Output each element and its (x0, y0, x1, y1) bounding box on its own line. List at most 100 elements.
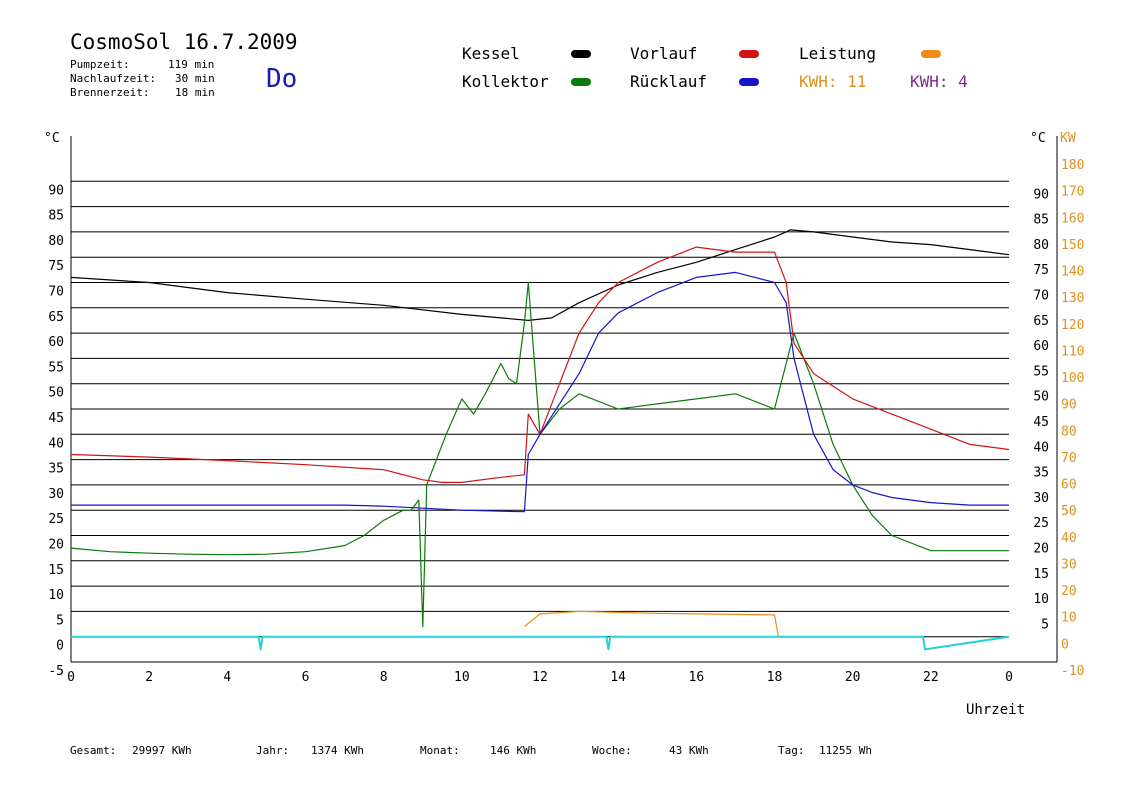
y-tick-label-left: 35 (48, 462, 64, 477)
legend-leistung: Leistung (799, 44, 877, 63)
x-tick-label: 20 (845, 670, 861, 685)
y-tick-label-right-kw: 130 (1061, 291, 1084, 306)
y-tick-label-right-kw: 140 (1061, 265, 1084, 280)
y-tick-label-right-kw: 80 (1061, 424, 1077, 439)
legend-kollektor-swatch (571, 78, 591, 86)
y-tick-label-right-kw: 170 (1061, 185, 1084, 200)
y-tick-label-left: 70 (48, 285, 64, 300)
y-tick-label-left: 45 (48, 411, 64, 426)
y-tick-label-right-celsius: 50 (1033, 390, 1049, 405)
y-tick-label-right-celsius: 30 (1033, 491, 1049, 506)
x-tick-label: 0 (67, 670, 75, 685)
y-tick-label-right-celsius: 90 (1033, 187, 1049, 202)
y-tick-label-right-kw: 90 (1061, 398, 1077, 413)
y-tick-label-left: 85 (48, 209, 64, 224)
footer-woche-label: Woche: (592, 744, 632, 757)
y-tick-label-left: 30 (48, 487, 64, 502)
x-tick-label: 2 (145, 670, 153, 685)
y-tick-label-right-celsius: 55 (1033, 364, 1049, 379)
series-line-rcklauf (71, 271, 1009, 513)
y-tick-label-right-celsius: 35 (1033, 466, 1049, 481)
y-tick-label-right-celsius: 25 (1033, 516, 1049, 531)
x-tick-label: 16 (689, 670, 705, 685)
y-tick-label-right-celsius: 85 (1033, 213, 1049, 228)
x-tick-label: 8 (380, 670, 388, 685)
y-tick-label-left: 75 (48, 259, 64, 274)
y-tick-label-left: 50 (48, 386, 64, 401)
nachlaufzeit-label: Nachlaufzeit: (70, 72, 157, 85)
x-tick-label: 14 (610, 670, 626, 685)
y-tick-label-right-kw: 10 (1061, 611, 1077, 626)
y-tick-label-right-celsius: 60 (1033, 339, 1049, 354)
y-tick-label-right-kw: 70 (1061, 451, 1077, 466)
y-tick-label-left: 40 (48, 436, 64, 451)
legend-kollektor: Kollektor (462, 72, 549, 91)
x-tick-label: 4 (223, 670, 231, 685)
brennerzeit-label: Brennerzeit: (70, 86, 150, 99)
legend-vorlauf: Vorlauf (630, 44, 698, 63)
y-tick-label-right-kw: 150 (1061, 238, 1084, 253)
y-tick-label-right-kw: 50 (1061, 504, 1077, 519)
legend-leistung-swatch (921, 50, 941, 58)
y-axis-label-right-celsius: °C (1030, 131, 1046, 146)
gridlines (71, 180, 1009, 663)
y-axis-label-right-kw: KW (1060, 131, 1076, 146)
series-line-kollektor (70, 281, 1009, 628)
series-line-pumpe (71, 635, 1010, 651)
y-tick-label-left: -5 (48, 664, 64, 679)
y-tick-label-left: 55 (48, 360, 64, 375)
x-tick-label: 22 (923, 670, 939, 685)
y-tick-label-left: 90 (48, 183, 64, 198)
y-tick-label-right-kw: 20 (1061, 584, 1077, 599)
y-tick-label-right-celsius: 45 (1033, 415, 1049, 430)
y-tick-label-right-kw: 160 (1061, 211, 1084, 226)
brennerzeit-value: 18 min (175, 86, 215, 99)
footer-tag-value: 11255 Wh (819, 744, 872, 757)
footer-gesamt-label: Gesamt: (70, 744, 117, 757)
footer-tag-label: Tag: (778, 744, 805, 757)
axes (70, 136, 1058, 663)
x-tick-label: 18 (767, 670, 783, 685)
legend-kessel-swatch (571, 50, 591, 58)
y-tick-label-left: 20 (48, 538, 64, 553)
legend-kwh-orange: KWH: 11 (799, 72, 867, 91)
nachlaufzeit-value: 30 min (175, 72, 215, 85)
legend-vorlauf-swatch (739, 50, 759, 58)
y-tick-label-right-kw: 120 (1061, 318, 1084, 333)
x-tick-label: 12 (532, 670, 548, 685)
legend-ruecklauf-swatch (739, 78, 759, 86)
series-line-leistung (524, 610, 779, 637)
y-tick-label-right-celsius: 80 (1033, 238, 1049, 253)
y-tick-label-left: 65 (48, 310, 64, 325)
y-tick-label-left: 80 (48, 234, 64, 249)
footer-jahr-label: Jahr: (256, 744, 290, 757)
legend-ruecklauf: Rücklauf (630, 72, 708, 91)
y-tick-label-right-kw: 110 (1061, 344, 1084, 359)
series-line-vorlauf (70, 246, 1010, 483)
y-tick-label-right-celsius: 40 (1033, 440, 1049, 455)
chart-title: CosmoSol 16.7.2009 (70, 30, 298, 54)
y-tick-label-left: 60 (48, 335, 64, 350)
x-axis-label: Uhrzeit (966, 702, 1025, 718)
y-tick-label-right-celsius: 5 (1041, 617, 1049, 632)
tick-labels: -505101520253035404550556065707580859051… (48, 158, 1084, 685)
y-tick-label-right-celsius: 70 (1033, 289, 1049, 304)
y-tick-label-right-kw: -10 (1061, 664, 1084, 679)
footer-monat-value: 146 KWh (490, 744, 537, 757)
legend-kwh-purple: KWH: 4 (910, 72, 968, 91)
weekday-label: Do (266, 64, 298, 94)
footer-jahr-value: 1374 KWh (311, 744, 364, 757)
x-tick-label: 10 (454, 670, 470, 685)
y-tick-label-right-celsius: 10 (1033, 592, 1049, 607)
series-layer (70, 229, 1010, 651)
pumpzeit-label: Pumpzeit: (70, 58, 130, 71)
y-tick-label-left: 5 (56, 613, 64, 628)
x-tick-label: 6 (302, 670, 310, 685)
footer-monat-label: Monat: (420, 744, 460, 757)
y-tick-label-right-kw: 30 (1061, 557, 1077, 572)
y-tick-label-right-celsius: 75 (1033, 263, 1049, 278)
y-tick-label-right-kw: 60 (1061, 478, 1077, 493)
y-tick-label-right-celsius: 65 (1033, 314, 1049, 329)
y-tick-label-right-kw: 100 (1061, 371, 1084, 386)
y-tick-label-right-celsius: 20 (1033, 542, 1049, 557)
